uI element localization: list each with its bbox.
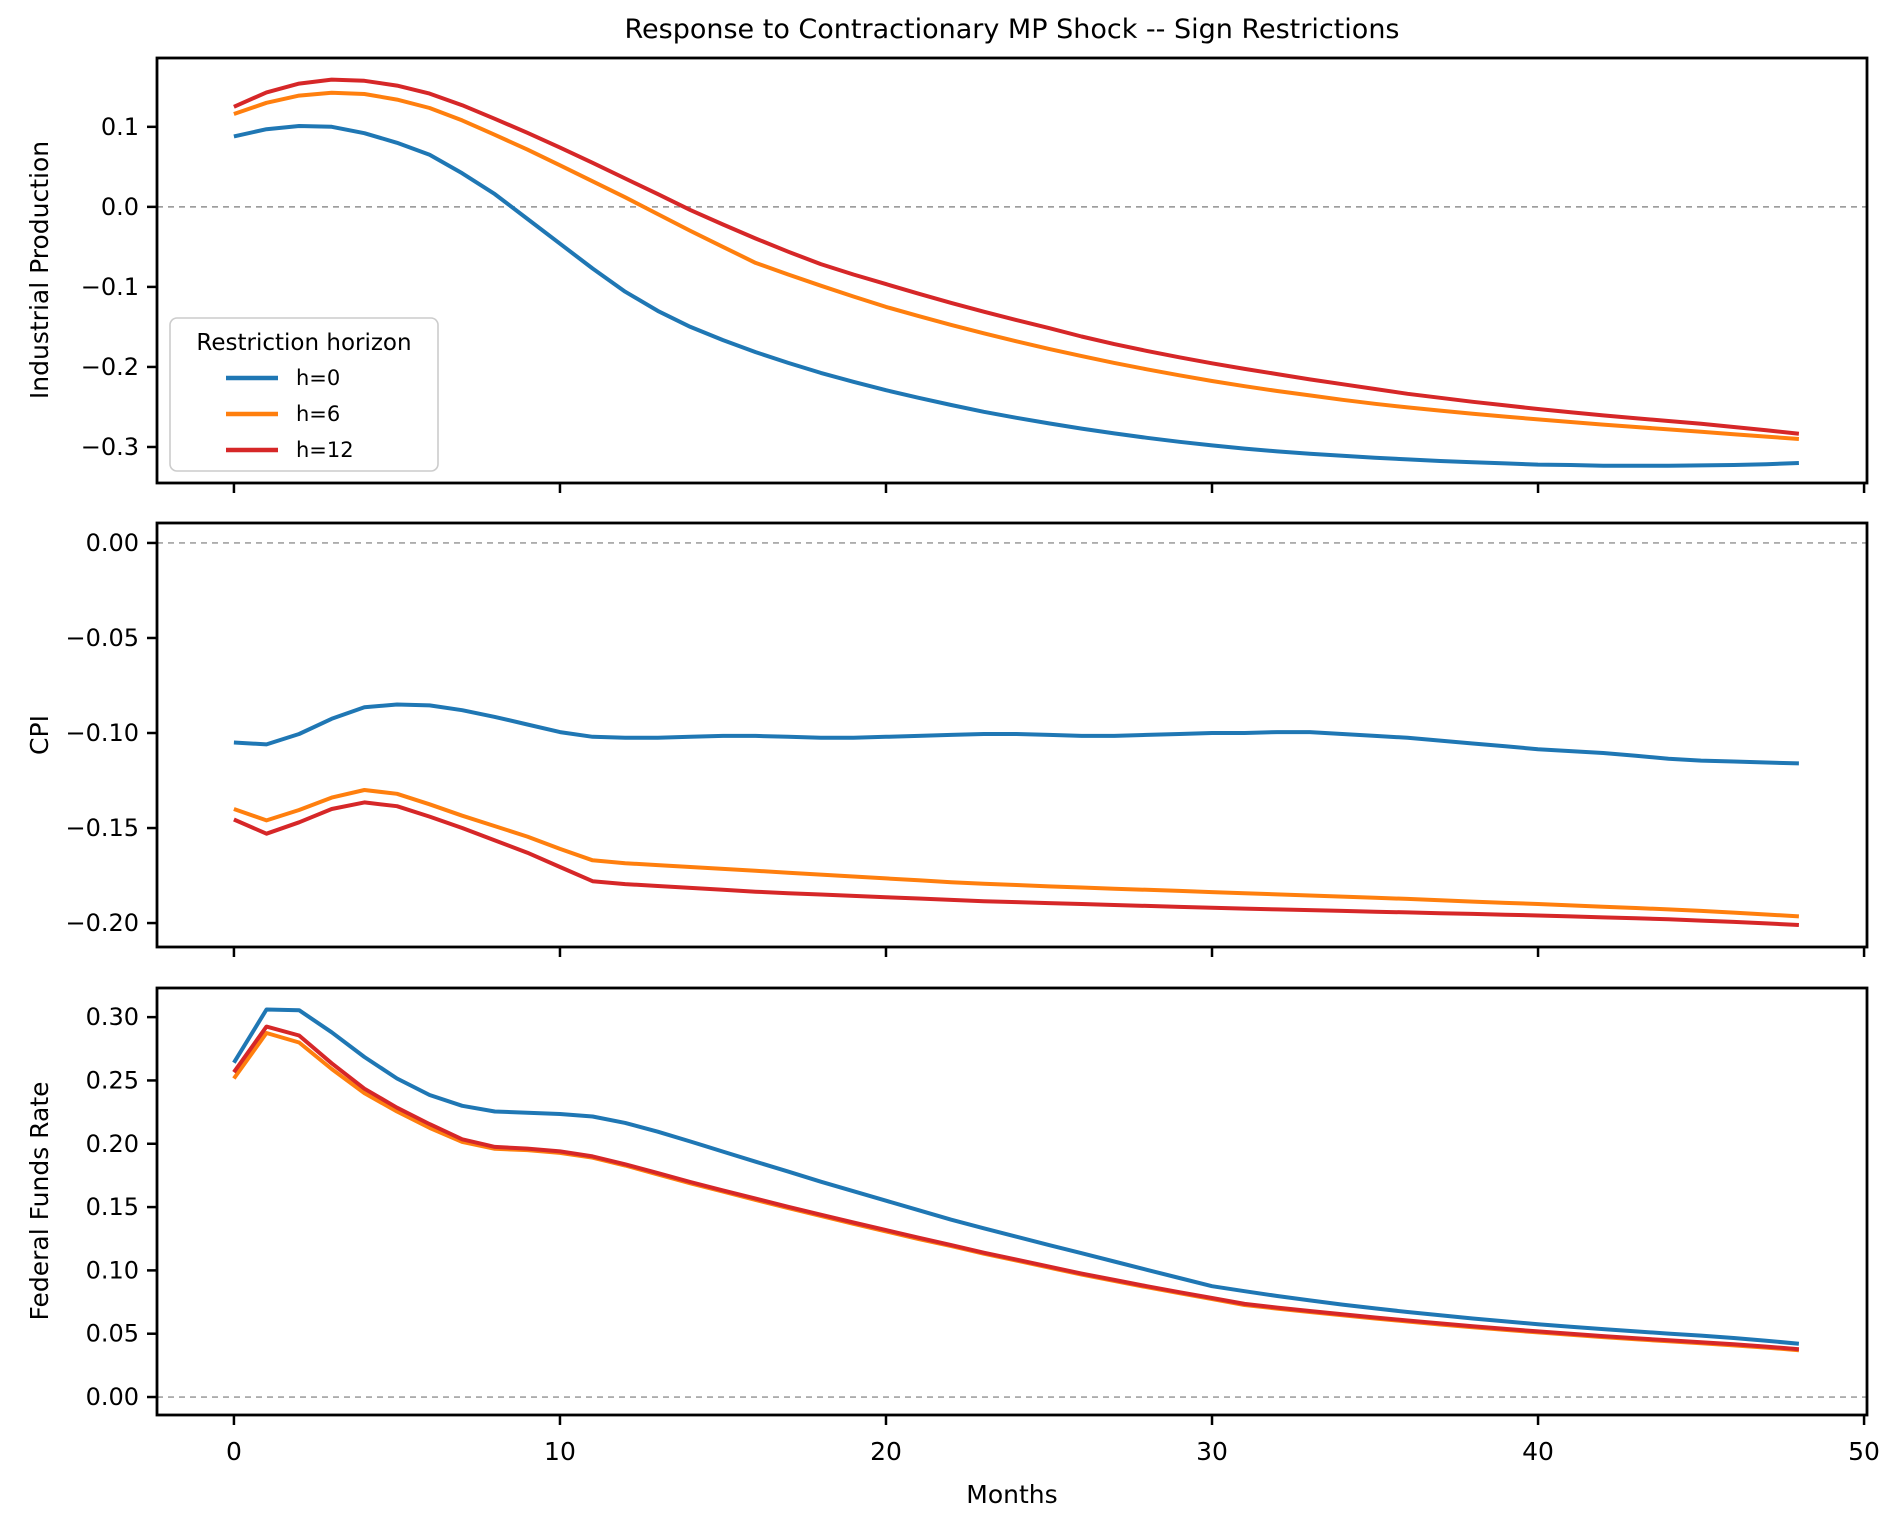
y-tick-label: 0.05 xyxy=(86,1320,139,1348)
y-tick-label: −0.2 xyxy=(81,353,139,381)
y-tick-label: −0.10 xyxy=(65,719,139,747)
y-tick-label: −0.1 xyxy=(81,273,139,301)
y-tick-label: 0.0 xyxy=(101,193,139,221)
series-line-h12 xyxy=(233,77,1800,436)
legend: Restriction horizon h=0 h=6 h=12 xyxy=(169,317,439,472)
y-tick-label: 0.00 xyxy=(86,529,139,557)
legend-title: Restriction horizon xyxy=(196,330,411,356)
x-tick-label: 30 xyxy=(1196,1437,1228,1466)
xlabel-months: Months xyxy=(966,1480,1057,1509)
axes-spines xyxy=(155,56,1869,485)
y-tick-label: 0.20 xyxy=(86,1130,139,1158)
legend-label-h12: h=12 xyxy=(296,438,354,462)
legend-box xyxy=(169,317,439,472)
panel-2: 0.30 0.25 0.20 0.15 0.10 0.05 0.00 0 10 20 30 40 50 xyxy=(86,986,1880,1466)
series-line-h12 xyxy=(232,1024,1800,1352)
series-line-h6 xyxy=(233,90,1800,441)
legend-entry-h0: h=0 xyxy=(226,366,340,390)
y-tick-label: 0.1 xyxy=(101,113,139,141)
y-tick-label: −0.15 xyxy=(65,814,139,842)
series-line-h6 xyxy=(233,788,1800,919)
x-tick-label: 50 xyxy=(1848,1437,1880,1466)
axes-spines xyxy=(155,986,1869,1417)
ylabel-industrial-production: Industrial Production xyxy=(25,141,54,399)
x-tick-label: 20 xyxy=(870,1437,902,1466)
legend-entry-h6: h=6 xyxy=(226,402,340,426)
y-tick-label: −0.05 xyxy=(65,624,139,652)
panel-1: 0.00 −0.05 −0.10 −0.15 −0.20 xyxy=(65,521,1869,957)
y-tick-label: 0.10 xyxy=(86,1256,139,1284)
legend-label-h0: h=0 xyxy=(296,366,340,390)
x-tick-label: 10 xyxy=(544,1437,576,1466)
y-tick-label: 0.15 xyxy=(86,1193,139,1221)
series-line-h0 xyxy=(233,702,1799,766)
y-tick-label: 0.25 xyxy=(86,1066,139,1094)
legend-label-h6: h=6 xyxy=(296,402,340,426)
series-line-h0 xyxy=(233,124,1799,468)
plot-layer: 0.1 0.0 −0.1 −0.2 −0.3 0.00 −0.05 −0.10 −0.15 −0.… xyxy=(65,56,1880,1466)
y-tick-label: −0.3 xyxy=(81,433,139,461)
ylabel-federal-funds-rate: Federal Funds Rate xyxy=(25,1081,54,1320)
legend-entry-h12: h=12 xyxy=(226,438,354,462)
series-line-h0 xyxy=(232,1007,1800,1346)
ylabel-cpi: CPI xyxy=(25,715,54,755)
series-line-h6 xyxy=(232,1031,1800,1353)
chart-title: Response to Contractionary MP Shock -- S… xyxy=(624,14,1399,45)
panel-0: 0.1 0.0 −0.1 −0.2 −0.3 xyxy=(81,56,1869,493)
y-tick-label: −0.20 xyxy=(65,909,139,937)
x-tick-label: 0 xyxy=(226,1437,242,1466)
x-tick-label: 40 xyxy=(1522,1437,1554,1466)
axes-spines xyxy=(155,521,1869,949)
y-tick-label: 0.00 xyxy=(86,1383,139,1411)
series-line-h12 xyxy=(233,800,1799,927)
y-tick-label: 0.30 xyxy=(86,1003,139,1031)
